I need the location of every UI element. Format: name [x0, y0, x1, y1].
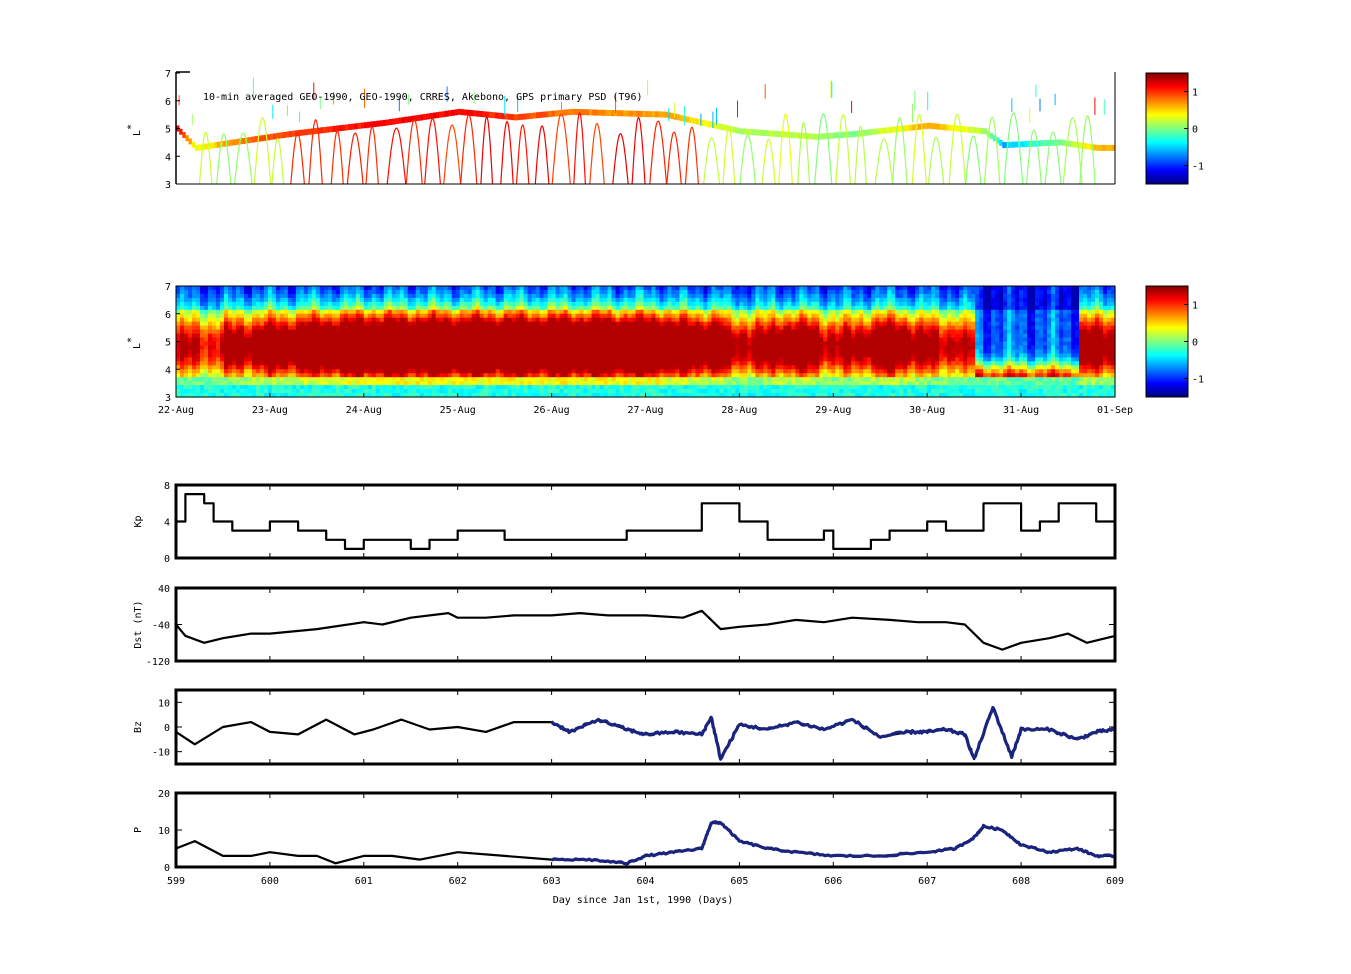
solar-wind-panels: 0 4 8 Kp -120 -40 40 Dst (nT) -10 0 10 Bz 0 10 20 P 599 6… [133, 481, 1124, 887]
psd-model-cbtick-0: 0 [1192, 338, 1198, 349]
bz-panel: -10 0 10 Bz [133, 688, 1117, 766]
psd-model-panel: 3 4 5 6 7 22-Aug 23-Aug 24-Aug 25-Aug 26-Aug 27-A… [126, 282, 1204, 416]
dst-ytick--40: -40 [152, 621, 170, 632]
kp-series-line [176, 493, 1117, 550]
psd-model-yticks: 3 4 5 6 7 [165, 282, 180, 404]
pdyn-xtick-603: 603 [543, 876, 561, 887]
bz-ytick-10: 10 [158, 698, 170, 709]
psd-model-heatmap [176, 286, 1116, 398]
psd-observed-colorbar-ticks: 1 0 -1 [1184, 88, 1204, 173]
kp-ylabel: Kp [133, 515, 144, 527]
psd-model-ytick-6: 6 [165, 310, 171, 321]
pdyn-xtick-604: 604 [636, 876, 654, 887]
psd-model-ylabel-sup: * [126, 337, 137, 343]
kp-ytick-4: 4 [164, 518, 170, 529]
psd-observed-cbtick--1: -1 [1192, 162, 1204, 173]
pdyn-xtick-608: 608 [1012, 876, 1030, 887]
dst-frame [174, 586, 1117, 663]
pdyn-xtick-600: 600 [261, 876, 279, 887]
kp-ytick-0: 0 [164, 554, 170, 565]
psd-model-xtick-30-Aug: 30-Aug [909, 405, 945, 416]
psd-observed-ylabel: L [132, 130, 143, 136]
pdyn-xtick-601: 601 [355, 876, 373, 887]
psd-model-xticks: 22-Aug 23-Aug 24-Aug 25-Aug 26-Aug 27-Aug 28-A… [158, 393, 1133, 416]
bz-series-highres [550, 705, 1115, 761]
psd-model-xtick-24-Aug: 24-Aug [346, 405, 382, 416]
dst-ylabel: Dst (nT) [133, 600, 144, 648]
dst-series-line [175, 609, 1116, 651]
psd-model-xtick-29-Aug: 29-Aug [815, 405, 851, 416]
psd-observed-colorbar [1145, 72, 1189, 185]
psd-model-xtick-22-Aug: 22-Aug [158, 405, 194, 416]
psd-model-ytick-4: 4 [165, 365, 171, 376]
pdyn-xtick-606: 606 [824, 876, 842, 887]
pdyn-ytick-0: 0 [164, 863, 170, 874]
kp-frame [174, 483, 1117, 560]
psd-model-ytick-3: 3 [165, 393, 171, 404]
pdyn-series-highres [550, 820, 1114, 866]
bz-frame [174, 688, 1117, 766]
psd-observed-ytick-3: 3 [165, 180, 171, 191]
dst-ytick--120: -120 [146, 657, 170, 668]
psd-observed-ylabel-sup: * [126, 124, 137, 130]
psd-model-xtick-31-Aug: 31-Aug [1003, 405, 1039, 416]
psd-observed-ytick-5: 5 [165, 125, 171, 136]
psd-model-xtick-01-Sep: 01-Sep [1097, 405, 1133, 416]
psd-observed-title: 10-min averaged GEO-1990, GEO-1990, CRRE… [203, 92, 643, 103]
psd-observed-yticks: 3 4 5 6 7 [165, 69, 180, 191]
pdyn-xtick-605: 605 [730, 876, 748, 887]
psd-model-ytick-7: 7 [165, 282, 171, 293]
psd-model-xtick-27-Aug: 27-Aug [627, 405, 663, 416]
pdyn-panel: 0 10 20 P 599 600 601 602 603 604 605 606 607 608 609 [133, 789, 1124, 887]
dst-panel: -120 -40 40 Dst (nT) [133, 584, 1117, 668]
psd-model-xtick-26-Aug: 26-Aug [534, 405, 570, 416]
pdyn-xtick-599: 599 [167, 876, 185, 887]
psd-observed-cbtick-0: 0 [1192, 125, 1198, 136]
psd-model-cbtick--1: -1 [1192, 375, 1204, 386]
psd-model-xtick-23-Aug: 23-Aug [252, 405, 288, 416]
psd-model-cbtick-1: 1 [1192, 301, 1198, 312]
psd-observed-heatmap [176, 77, 1116, 185]
psd-model-colorbar [1145, 285, 1189, 398]
pdyn-xtick-609: 609 [1106, 876, 1124, 887]
psd-model-ytick-5: 5 [165, 338, 171, 349]
dst-ytick-40: 40 [158, 584, 170, 595]
psd-observed-cbtick-1: 1 [1192, 88, 1198, 99]
psd-model-xtick-25-Aug: 25-Aug [440, 405, 476, 416]
bz-ylabel: Bz [133, 721, 144, 733]
psd-observed-panel: 3 4 5 6 7 10-min averaged GEO-1990, GEO-1990… [126, 69, 1204, 191]
psd-observed-ytick-4: 4 [165, 152, 171, 163]
psd-observed-ytick-6: 6 [165, 97, 171, 108]
bz-ytick-0: 0 [164, 723, 170, 734]
psd-model-colorbar-ticks: 1 0 -1 [1184, 301, 1204, 386]
pdyn-xtick-602: 602 [449, 876, 467, 887]
pdyn-ylabel: P [133, 827, 144, 833]
kp-panel: 0 4 8 Kp [133, 481, 1117, 565]
psd-model-ylabel: L [132, 343, 143, 349]
bz-ytick--10: -10 [152, 748, 170, 759]
psd-model-xtick-28-Aug: 28-Aug [721, 405, 757, 416]
pdyn-ytick-20: 20 [158, 789, 170, 800]
x-axis-label: Day since Jan 1st, 1990 (Days) [553, 895, 734, 906]
pdyn-ytick-10: 10 [158, 826, 170, 837]
psd-observed-ytick-7: 7 [165, 69, 171, 80]
kp-ytick-8: 8 [164, 481, 170, 492]
pdyn-xtick-607: 607 [918, 876, 936, 887]
